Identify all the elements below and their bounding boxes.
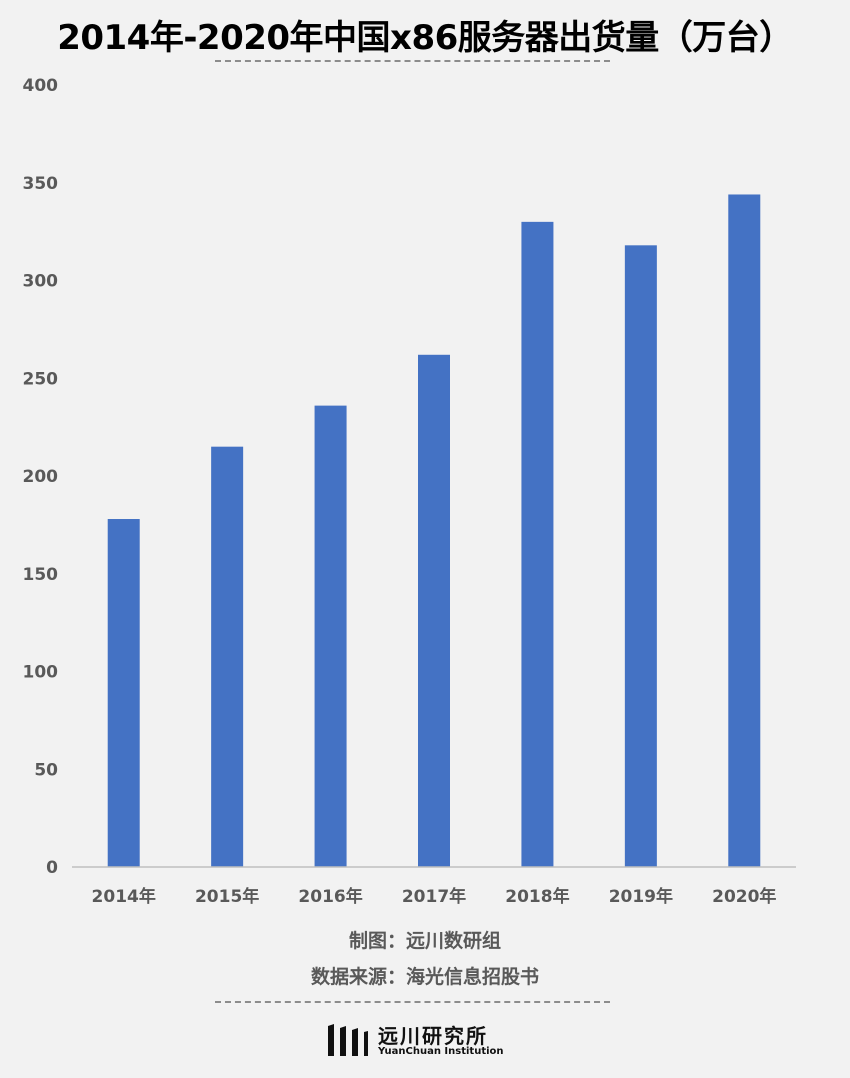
y-tick-label: 350 — [23, 174, 59, 194]
bar-chart: 0 50 100 150 200 250 300 350 400 2014年 2015年 2016年… — [23, 76, 796, 907]
credit-made-by: 制图：远川数研组 — [348, 930, 501, 952]
x-axis-labels: 2014年 2015年 2016年 2017年 2018年 2019年 2020年 — [92, 886, 777, 907]
y-tick-label: 100 — [23, 663, 59, 683]
bar-2015年 — [211, 446, 244, 867]
bar-2016年 — [314, 405, 347, 867]
y-tick-label: 400 — [23, 76, 59, 96]
bar-2020年 — [728, 194, 761, 868]
x-tick-label: 2014年 — [92, 886, 156, 907]
y-tick-label: 200 — [23, 467, 59, 487]
title-divider — [215, 60, 610, 62]
x-tick-label: 2015年 — [195, 886, 259, 907]
chart-title: 2014年-2020年中国x86服务器出货量（万台） — [57, 18, 793, 58]
brand-logo: 远川研究所 YuanChuan Institution — [326, 1020, 526, 1060]
x-tick-label: 2020年 — [712, 886, 776, 907]
y-tick-label: 0 — [46, 858, 58, 878]
credit-data-source: 数据来源：海光信息招股书 — [310, 966, 539, 988]
bars — [107, 194, 761, 868]
y-tick-label: 250 — [23, 369, 59, 389]
x-tick-label: 2019年 — [609, 886, 673, 907]
bar-2017年 — [418, 354, 450, 867]
x-tick-label: 2016年 — [298, 886, 362, 907]
y-axis-labels: 0 50 100 150 200 250 300 350 400 — [23, 76, 59, 878]
logo-name-en: YuanChuan Institution — [378, 1046, 504, 1057]
y-tick-label: 150 — [23, 565, 59, 585]
y-tick-label: 300 — [23, 272, 59, 292]
bar-2014年 — [107, 519, 140, 867]
x-tick-label: 2018年 — [505, 886, 569, 907]
bar-2019年 — [624, 245, 657, 867]
logo-mark-icon — [328, 1024, 368, 1056]
y-tick-label: 50 — [34, 760, 58, 780]
x-tick-label: 2017年 — [402, 886, 466, 907]
logo-name-cn: 远川研究所 — [378, 1024, 488, 1048]
bar-2018年 — [521, 221, 554, 868]
footer-divider — [215, 1001, 610, 1003]
